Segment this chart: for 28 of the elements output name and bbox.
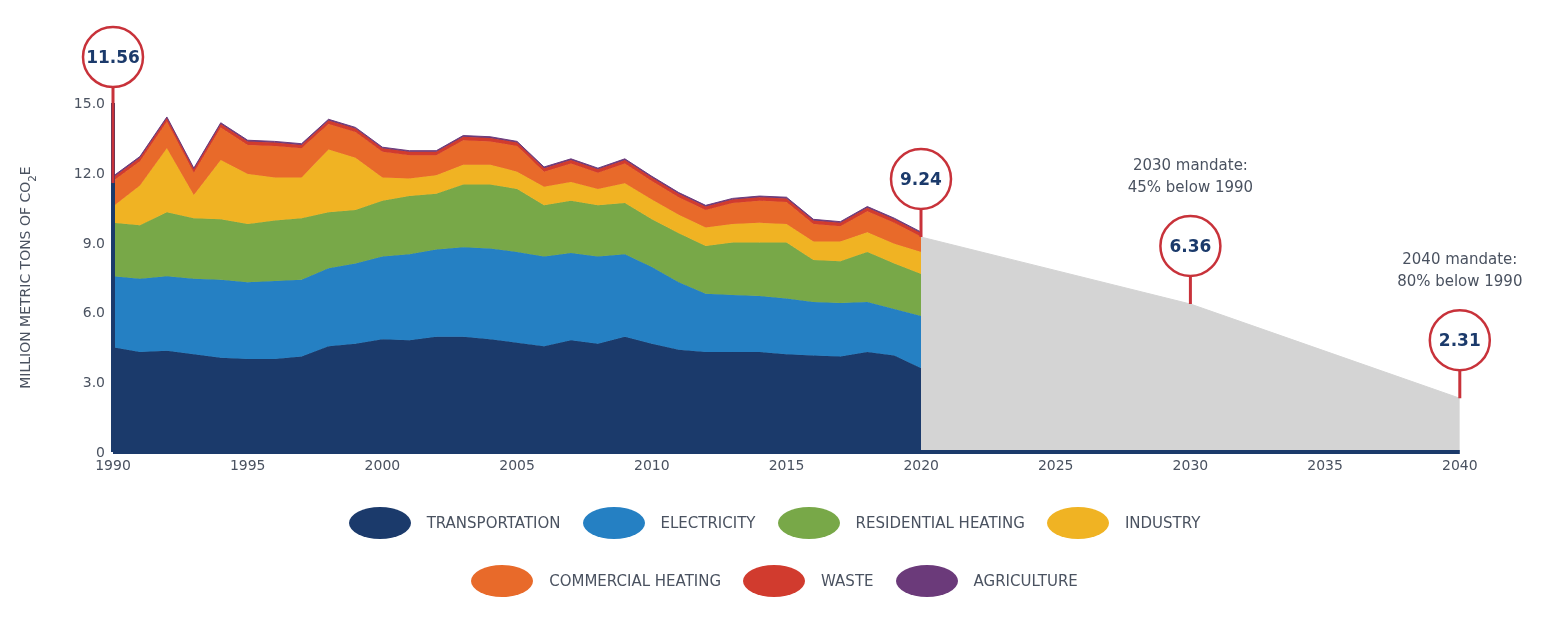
legend-label: AGRICULTURE bbox=[973, 572, 1078, 590]
x-tick-label: 2015 bbox=[768, 456, 805, 473]
x-tick-label: 2030 bbox=[1172, 456, 1209, 473]
x-tick-label: 2035 bbox=[1307, 456, 1344, 473]
x-tick-label: 2040 bbox=[1442, 456, 1478, 473]
data-label: 2.31 bbox=[1439, 330, 1481, 351]
y-tick-label: 15.0 bbox=[73, 94, 105, 111]
legend-label: COMMERCIAL HEATING bbox=[549, 572, 722, 590]
x-tick-label: 2000 bbox=[364, 456, 401, 473]
legend-label: RESIDENTIAL HEATING bbox=[855, 514, 1025, 532]
x-tick-label: 1995 bbox=[229, 456, 266, 473]
legend-label: WASTE bbox=[821, 572, 874, 590]
data-label: 9.24 bbox=[900, 169, 943, 190]
data-label: 6.36 bbox=[1169, 236, 1212, 257]
x-tick-label: 2010 bbox=[633, 456, 670, 473]
x-tick-label: 2020 bbox=[903, 456, 939, 473]
x-tick-label: 2025 bbox=[1038, 456, 1074, 473]
annotation: 2030 mandate: 45% below 1990 bbox=[1127, 156, 1254, 197]
y-tick-label: 6.0 bbox=[82, 304, 105, 321]
legend-label: ELECTRICITY bbox=[660, 514, 756, 532]
y-tick-label: 9.0 bbox=[82, 234, 105, 251]
y-tick-label: 3.0 bbox=[82, 374, 105, 391]
legend-label: INDUSTRY bbox=[1124, 514, 1201, 532]
annotation: 2040 mandate: 80% below 1990 bbox=[1397, 250, 1523, 291]
y-tick-label: 12.0 bbox=[73, 164, 105, 181]
legend-label: TRANSPORTATION bbox=[426, 514, 561, 532]
annotation: 11.56 bbox=[86, 47, 140, 68]
x-tick-label: 2005 bbox=[499, 456, 535, 473]
